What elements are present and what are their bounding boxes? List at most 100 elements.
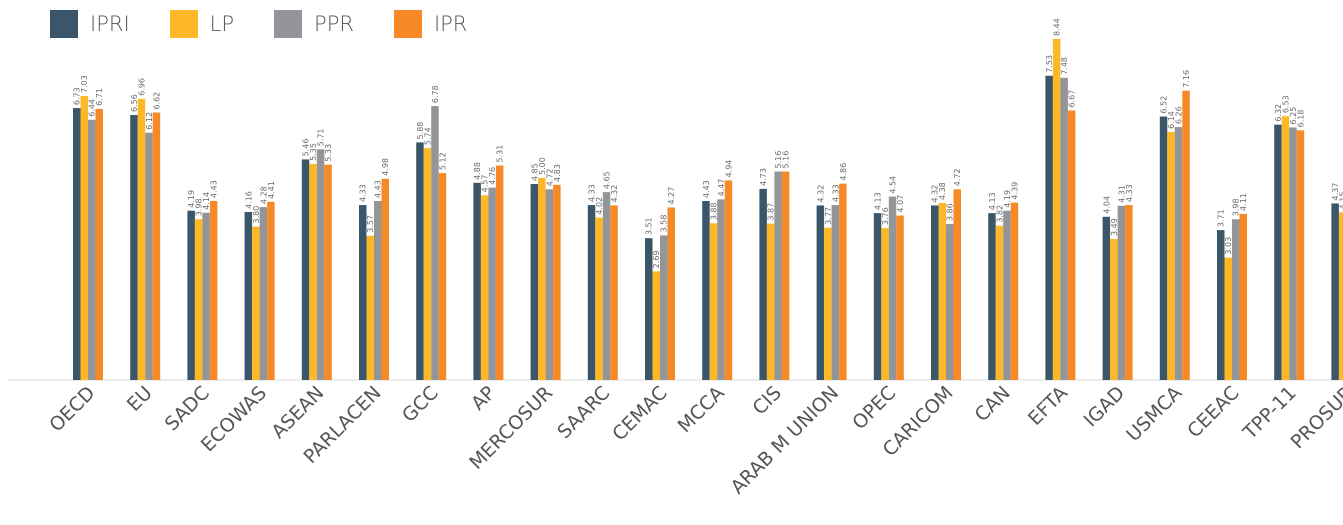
value-label-lp-ap: 4.57	[481, 175, 490, 193]
value-label-ipr-tpp-11: 6.18	[1296, 109, 1305, 127]
bar-ppr-igad	[1117, 205, 1126, 380]
value-label-ppr-ap: 4.76	[488, 167, 497, 185]
value-label-ipr-parlacen: 4.98	[381, 158, 390, 176]
legend-label-ipr: IPR	[433, 12, 468, 36]
value-label-ppr-can: 4.19	[1003, 190, 1012, 208]
bar-ipri-arab-m-union	[816, 205, 825, 380]
bar-ppr-eu	[145, 132, 153, 380]
value-label-ipri-mcca: 4.43	[702, 180, 711, 198]
legend-item-ipri: IPRI	[50, 10, 130, 38]
bar-ipr-can	[1010, 202, 1019, 380]
value-label-ppr-oecd: 6.44	[88, 99, 97, 117]
bar-ipri-prosur	[1331, 203, 1339, 380]
bar-ipr-parlacen	[381, 178, 389, 380]
bar-ipri-ceeac	[1217, 230, 1225, 380]
value-label-ipr-asean: 5.33	[324, 144, 333, 162]
bar-ipr-oecd	[95, 108, 103, 381]
value-label-ipri-parlacen: 4.33	[359, 184, 368, 202]
legend: IPRI LP PPR IPR	[50, 10, 507, 38]
value-label-ipr-gcc: 5.12	[438, 152, 447, 170]
value-label-ppr-tpp-11: 6.25	[1289, 107, 1298, 125]
value-label-ipri-igad: 4.04	[1102, 196, 1111, 214]
value-label-lp-usmca: 6.14	[1167, 111, 1176, 129]
value-label-ipr-mercosur: 4.83	[553, 164, 562, 182]
value-label-lp-opec: 3.76	[881, 207, 890, 225]
bar-lp-can	[995, 225, 1004, 380]
value-label-lp-igad: 3.49	[1110, 218, 1119, 236]
bar-ipr-cemac	[667, 207, 675, 380]
value-label-ipri-tpp-11: 6.32	[1274, 104, 1283, 122]
bar-ipri-mercosur	[530, 184, 539, 380]
bar-ipr-asean	[324, 164, 332, 380]
legend-item-ppr: PPR	[274, 10, 354, 38]
value-label-ppr-usmca: 6.26	[1175, 106, 1184, 124]
bar-ppr-caricom	[946, 224, 954, 380]
value-label-ipr-opec: 4.07	[896, 195, 905, 213]
value-label-ipri-arab-m-union: 4.32	[816, 185, 825, 203]
value-label-lp-caricom: 4.38	[938, 182, 947, 200]
value-label-ppr-mcca: 4.47	[717, 179, 726, 197]
bar-ipri-caricom	[931, 205, 939, 380]
value-label-ipr-cemac: 4.27	[667, 187, 676, 205]
category-label-gcc: GCC	[398, 382, 443, 427]
bar-ipri-ecowas	[244, 211, 253, 380]
bar-ipr-usmca	[1182, 90, 1190, 380]
bar-lp-parlacen	[366, 235, 374, 380]
category-label-ap: AP	[467, 382, 500, 415]
bar-ppr-mercosur	[545, 189, 554, 380]
value-label-ppr-ceeac: 3.98	[1232, 198, 1241, 216]
value-label-ipri-ap: 4.88	[473, 162, 482, 180]
bar-ppr-ap	[488, 187, 496, 380]
bar-ipri-efta	[1045, 75, 1053, 380]
bar-ppr-arab-m-union	[831, 205, 840, 380]
category-label-usmca: USMCA	[1122, 382, 1186, 446]
value-label-ipr-cis: 5.16	[782, 151, 791, 169]
bar-lp-cis	[766, 223, 775, 380]
value-label-ppr-asean: 5.71	[317, 128, 326, 146]
value-label-ipri-efta: 7.53	[1045, 55, 1054, 73]
value-label-ipri-asean: 5.46	[302, 139, 311, 157]
value-label-ppr-arab-m-union: 4.33	[831, 184, 840, 202]
category-label-can: CAN	[971, 382, 1015, 426]
category-label-saarc: SAARC	[553, 382, 614, 443]
value-label-lp-eu: 6.96	[137, 78, 146, 96]
value-label-lp-asean: 5.35	[309, 143, 318, 161]
bar-ipri-can	[988, 213, 996, 380]
bar-ipr-ap	[495, 165, 504, 380]
legend-swatch-ppr	[274, 10, 303, 38]
bar-ipri-sadc	[187, 210, 195, 380]
bar-ipri-oecd	[73, 108, 81, 380]
value-label-ipri-sadc: 4.19	[187, 190, 196, 208]
bar-ppr-ecowas	[259, 207, 268, 380]
bar-ipri-ap	[473, 182, 481, 380]
value-label-ipri-ecowas: 4.16	[244, 191, 253, 209]
category-label-ceeac: CEEAC	[1183, 382, 1243, 442]
bar-lp-usmca	[1167, 131, 1175, 380]
value-label-lp-gcc: 5.74	[423, 127, 432, 145]
value-label-ipri-oecd: 6.73	[73, 87, 82, 105]
value-label-ipr-ecowas: 4.41	[267, 181, 276, 199]
value-label-ipri-caricom: 4.32	[931, 185, 940, 203]
value-label-ipri-saarc: 4.33	[588, 184, 597, 202]
bar-ppr-asean	[316, 149, 325, 380]
bar-ipr-cis	[781, 171, 790, 380]
bar-lp-gcc	[423, 148, 432, 380]
value-label-ipri-cis: 4.73	[759, 168, 768, 186]
value-label-ipri-ceeac: 3.71	[1217, 209, 1226, 227]
value-label-ipr-igad: 4.33	[1125, 184, 1134, 202]
bar-ipr-efta	[1067, 110, 1076, 380]
bar-lp-prosur	[1338, 212, 1343, 380]
value-label-ppr-sadc: 4.14	[202, 192, 211, 210]
category-label-opec: OPEC	[848, 382, 900, 434]
value-label-ppr-eu: 6.12	[145, 112, 154, 130]
bar-lp-saarc	[595, 217, 603, 380]
bar-ipri-opec	[873, 213, 882, 380]
category-label-cis: CIS	[749, 382, 786, 419]
value-label-ppr-gcc: 6.78	[431, 85, 440, 103]
bar-ppr-cemac	[660, 235, 668, 380]
value-label-lp-tpp-11: 6.53	[1281, 95, 1290, 113]
bar-ppr-efta	[1060, 77, 1068, 380]
bar-ipri-saarc	[587, 205, 596, 380]
bar-ppr-oecd	[88, 119, 96, 380]
